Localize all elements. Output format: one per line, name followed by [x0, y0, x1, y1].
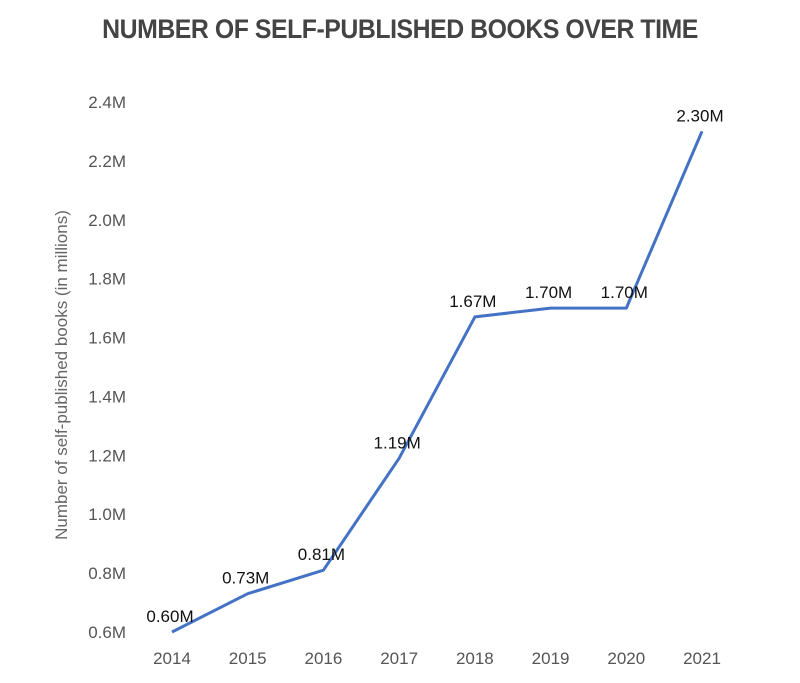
series-line [171, 130, 704, 634]
y-tick-label: 1.8M [88, 270, 126, 289]
data-point-label: 1.70M [601, 283, 648, 302]
y-tick-label: 1.2M [88, 446, 126, 465]
data-point-label: 1.67M [449, 292, 496, 311]
data-point-label: 1.19M [374, 433, 421, 452]
y-axis-ticks: 0.6M 0.8M 1.0M 1.2M 1.4M 1.6M 1.8M 2.0M 2.2M 2.4M [88, 93, 126, 642]
y-tick-label: 0.6M [88, 623, 126, 642]
data-point-label: 2.30M [676, 106, 723, 125]
x-tick-label: 2015 [229, 649, 267, 668]
data-point-label: 0.73M [222, 569, 269, 588]
x-tick-label: 2020 [607, 649, 645, 668]
y-tick-label: 2.4M [88, 93, 126, 112]
y-tick-label: 1.0M [88, 505, 126, 524]
y-tick-label: 1.4M [88, 387, 126, 406]
data-point-label: 0.60M [146, 607, 193, 626]
y-tick-label: 2.0M [88, 211, 126, 230]
x-tick-label: 2019 [532, 649, 570, 668]
x-tick-label: 2017 [380, 649, 418, 668]
data-point-label: 0.81M [298, 545, 345, 564]
x-axis-ticks: 2014 2015 2016 2017 2018 2019 2020 2021 [153, 649, 721, 668]
y-tick-label: 0.8M [88, 564, 126, 583]
data-point-label: 1.70M [525, 283, 572, 302]
y-tick-label: 2.2M [88, 152, 126, 171]
x-tick-label: 2018 [456, 649, 494, 668]
x-tick-label: 2021 [683, 649, 721, 668]
chart-title: NUMBER OF SELF-PUBLISHED BOOKS OVER TIME [102, 14, 698, 44]
y-tick-label: 1.6M [88, 329, 126, 348]
x-tick-label: 2016 [305, 649, 343, 668]
x-tick-label: 2014 [153, 649, 191, 668]
data-labels: 0.60M 0.73M 0.81M 1.19M 1.67M 1.70M 1.70M 2.30M [146, 106, 723, 626]
